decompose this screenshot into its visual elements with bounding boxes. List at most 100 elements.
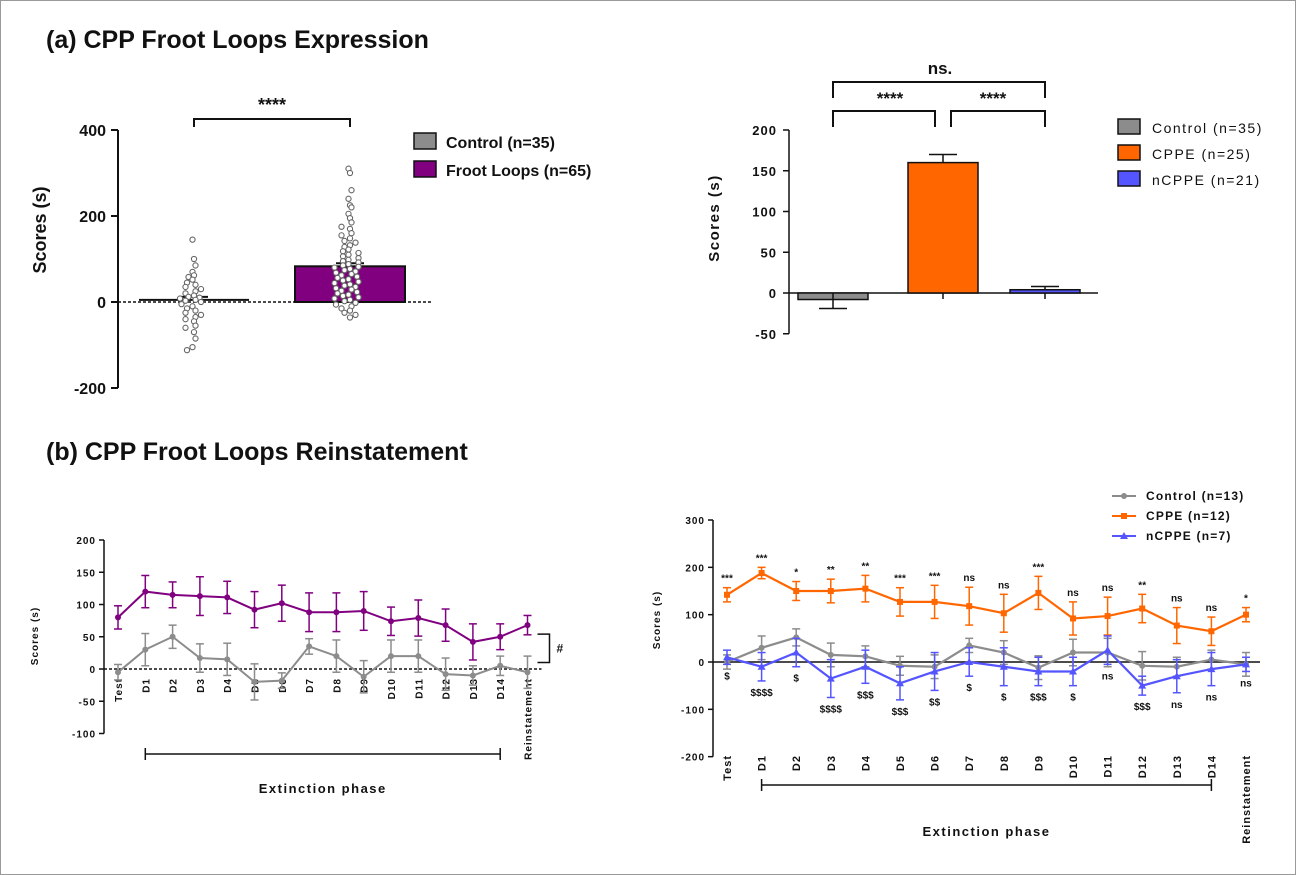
- sig-bottom-label: ns: [1240, 678, 1252, 689]
- series-line: [117, 635, 528, 683]
- data-point: [196, 655, 203, 662]
- data-point: [524, 622, 531, 629]
- legend-label: Froot Loops (n=65): [446, 163, 591, 180]
- significance-bracket: [832, 110, 936, 127]
- data-point: [862, 585, 869, 592]
- legend-marker: [1121, 493, 1127, 499]
- data-point: [1242, 660, 1250, 668]
- sig-bottom-label: $: [966, 683, 972, 694]
- series-1: [723, 566, 1250, 647]
- significance-label: ****: [877, 89, 904, 108]
- y-tick-label: 100: [685, 611, 705, 622]
- y-axis-title: Scores (s): [652, 591, 663, 649]
- data-point: [353, 273, 361, 280]
- data-point: [190, 255, 198, 263]
- data-point: [306, 609, 313, 616]
- data-point: [999, 662, 1008, 670]
- data-point: [355, 278, 362, 285]
- data-point: [169, 591, 176, 598]
- y-tick-label: -200: [681, 753, 705, 764]
- y-tick-label: 400: [79, 123, 106, 140]
- y-tick-label: 200: [752, 123, 777, 138]
- data-point: [1070, 649, 1076, 656]
- data-point: [338, 232, 345, 239]
- x-tick-label: D14: [496, 678, 507, 699]
- x-tick-label: D2: [169, 678, 180, 693]
- x-tick-label: D1: [757, 755, 769, 771]
- series-1: [114, 624, 532, 701]
- data-point: [341, 237, 348, 245]
- data-point: [1000, 610, 1007, 617]
- data-point: [192, 262, 199, 269]
- y-tick-label: 0: [769, 286, 777, 301]
- x-tick-label: D7: [305, 678, 316, 693]
- x-tick-label: D7: [964, 755, 976, 771]
- data-point: [792, 648, 801, 656]
- data-point: [251, 678, 258, 685]
- sig-top-label: *: [794, 568, 798, 579]
- chart-a1: -200 0 200 400 Scores (s) **** Control (n=35) F…: [30, 95, 591, 398]
- data-point: [1070, 615, 1076, 622]
- y-tick-label: -50: [755, 327, 777, 342]
- data-point: [723, 653, 731, 661]
- data-point: [182, 297, 189, 304]
- data-point: [346, 235, 354, 242]
- sig-top-label: **: [827, 565, 835, 576]
- data-point: [178, 300, 185, 308]
- sig-top-label: **: [862, 561, 870, 572]
- x-axis-title: Extinction phase: [922, 824, 1050, 839]
- y-tick-label: 200: [76, 536, 96, 547]
- x-tick-label: D3: [196, 678, 207, 693]
- sig-top-label: ***: [721, 574, 733, 585]
- data-point: [360, 673, 367, 680]
- panel-b-title: (b) CPP Froot Loops Reinstatement: [46, 438, 468, 466]
- x-tick-label: Test: [114, 678, 125, 702]
- data-point: [333, 609, 340, 616]
- legend-label: nCPPE (n=7): [1146, 529, 1232, 543]
- data-point: [339, 292, 347, 300]
- y-tick-label: 0: [97, 295, 106, 312]
- data-point: [966, 603, 973, 610]
- legend-label: Control (n=35): [446, 135, 555, 152]
- data-point: [348, 187, 355, 194]
- data-point: [192, 281, 199, 288]
- data-point: [224, 594, 231, 601]
- data-point: [345, 195, 352, 202]
- sig-bottom-label: $$: [929, 697, 941, 708]
- panel-a-title: (a) CPP Froot Loops Expression: [46, 26, 429, 54]
- data-point: [345, 246, 352, 253]
- data-point: [306, 643, 313, 650]
- data-point: [346, 169, 354, 177]
- data-point: [793, 588, 800, 595]
- data-point: [189, 343, 196, 351]
- x-tick-label: D4: [223, 678, 234, 693]
- x-axis-title: Extinction phase: [259, 781, 387, 796]
- x-tick-label: D4: [860, 755, 872, 771]
- data-point: [469, 672, 476, 679]
- legend-label: CPPE (n=12): [1146, 509, 1231, 523]
- legend-label: Control (n=13): [1146, 489, 1244, 503]
- x-tick-label: D2: [791, 755, 803, 771]
- sig-top-label: ns: [1171, 594, 1183, 605]
- data-point: [182, 316, 189, 323]
- data-point: [348, 230, 355, 237]
- data-point: [182, 324, 189, 331]
- y-tick-label: 0: [698, 658, 705, 669]
- data-point: [346, 307, 354, 314]
- data-point: [758, 644, 765, 651]
- sig-top-label: ns: [1102, 583, 1114, 594]
- data-point: [897, 598, 903, 605]
- legend-label: CPPE (n=25): [1152, 146, 1251, 162]
- hash-bracket: [537, 633, 551, 664]
- sig-top-label: ***: [1033, 562, 1045, 573]
- data-point: [339, 277, 347, 284]
- y-tick-label: -100: [681, 705, 705, 716]
- y-tick-label: 200: [79, 209, 106, 226]
- data-point: [352, 311, 359, 319]
- sig-top-label: ns: [1206, 603, 1218, 614]
- data-point: [345, 251, 352, 258]
- data-point: [197, 311, 205, 319]
- data-point: [341, 309, 348, 316]
- legend-marker: [1121, 513, 1127, 519]
